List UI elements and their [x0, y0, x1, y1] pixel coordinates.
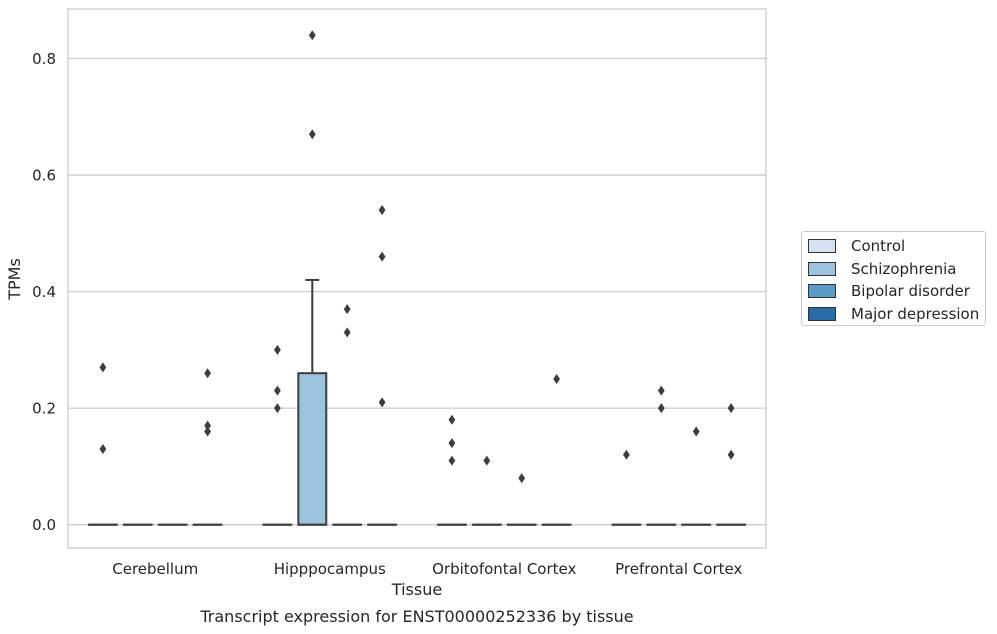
- legend-label: Schizophrenia: [851, 259, 957, 278]
- legend-swatch: [808, 284, 836, 299]
- legend-label: Major depression: [851, 304, 980, 323]
- boxes: [87, 278, 747, 526]
- outlier-point: [204, 368, 211, 379]
- y-tick-label: 0.6: [32, 167, 56, 185]
- outlier-point: [657, 385, 665, 396]
- outlier-point: [727, 403, 735, 414]
- x-tick-label: Cerebellum: [112, 560, 198, 578]
- outlier-point: [448, 455, 456, 466]
- y-tick-label: 0.8: [32, 50, 56, 68]
- plot-frame: [67, 8, 767, 549]
- legend-item: Bipolar disorder: [808, 280, 985, 303]
- legend-swatch: [808, 261, 836, 276]
- chart-title: Transcript expression for ENST0000025233…: [199, 607, 633, 626]
- outlier-point: [99, 443, 107, 454]
- y-axis-title: TPMs: [5, 258, 24, 301]
- outlier-point: [448, 438, 456, 449]
- y-tick-labels: 0.0 0.2 0.4 0.6 0.8: [32, 50, 56, 534]
- grid-lines: [68, 57, 766, 526]
- x-tick-label: Orbitofontal Cortex: [432, 560, 576, 578]
- y-tick-label: 0.4: [32, 283, 56, 301]
- legend-swatch: [808, 306, 836, 321]
- x-axis-title: Tissue: [391, 580, 442, 599]
- legend-item: Major depression: [808, 303, 985, 326]
- outlier-point: [692, 426, 700, 437]
- outlier-point: [343, 304, 351, 315]
- outlier-point: [553, 374, 560, 385]
- outlier-point: [274, 403, 281, 414]
- outlier-point: [378, 251, 386, 262]
- legend-swatch: [808, 239, 836, 254]
- legend-label: Control: [851, 237, 906, 256]
- outlier-point: [448, 414, 456, 425]
- outlier-point: [378, 397, 386, 408]
- x-tick-labels: Cerebellum Hipppocampus Orbitofontal Corte…: [112, 560, 742, 578]
- outlier-point: [623, 449, 630, 460]
- outlier-point: [204, 426, 211, 437]
- outlier-point: [343, 327, 351, 338]
- outlier-point: [204, 420, 211, 431]
- outlier-point: [308, 129, 316, 140]
- legend-item: Schizophrenia: [808, 258, 985, 281]
- y-tick-label: 0.2: [32, 400, 56, 418]
- outlier-point: [483, 455, 491, 466]
- outliers: [99, 30, 735, 484]
- y-tick-label: 0.0: [32, 516, 56, 534]
- outlier-point: [274, 385, 281, 396]
- x-tick-label: Prefrontal Cortex: [615, 560, 742, 578]
- outlier-point: [518, 473, 526, 484]
- outlier-point: [274, 344, 281, 355]
- legend-item: Control: [808, 235, 985, 258]
- outlier-point: [308, 30, 316, 41]
- outlier-point: [378, 205, 386, 216]
- outlier-point: [727, 449, 735, 460]
- outlier-point: [657, 403, 665, 414]
- x-tick-label: Hipppocampus: [274, 560, 386, 578]
- box: [297, 372, 328, 526]
- legend-label: Bipolar disorder: [851, 282, 970, 301]
- legend: Control Schizophrenia Bipolar disorder Majo…: [801, 231, 986, 326]
- outlier-point: [99, 362, 107, 373]
